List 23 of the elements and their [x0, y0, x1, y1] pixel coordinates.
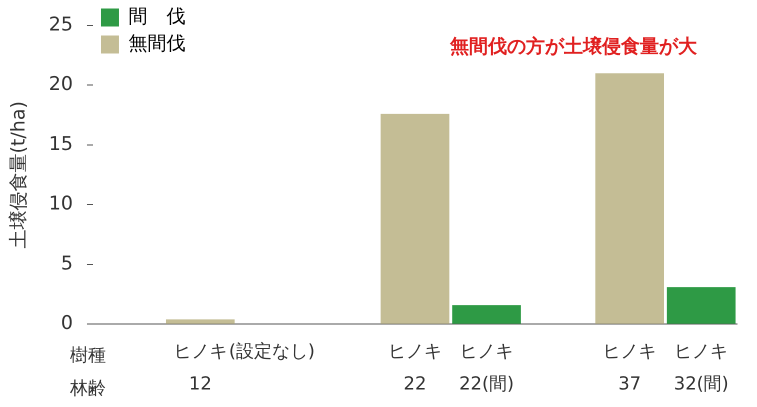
bar — [666, 287, 736, 324]
text: 林齢 — [69, 378, 106, 399]
text: 樹種 — [70, 344, 106, 366]
x-tick-label: (設定なし) — [228, 341, 315, 362]
y-axis-title: 土壌侵食量(t/ha) — [7, 101, 30, 248]
legend-label: 間 伐 — [128, 5, 186, 28]
legend-label: 無間伐 — [128, 32, 186, 54]
x-tick-label: ヒノキ 22 — [388, 341, 442, 394]
bar — [452, 305, 521, 324]
bar — [380, 114, 450, 324]
y-tick-label: 15 — [48, 132, 73, 155]
y-tick-label: 10 — [48, 192, 73, 215]
annotation: 無間伐の方が土壌侵食量が大 — [449, 35, 698, 58]
bar — [595, 73, 664, 324]
y-tick-label: 25 — [48, 13, 73, 36]
x-tick-label: ヒノキ 22(間) — [459, 341, 514, 394]
bar — [166, 319, 235, 324]
x-tick-label: ヒノキ 12 — [173, 341, 228, 394]
y-tick-label: 20 — [48, 73, 73, 96]
x-tick-label: ヒノキ 37 — [602, 341, 657, 394]
x-tick-label: ヒノキ 32(間) — [674, 341, 729, 394]
y-tick-label: 5 — [60, 252, 73, 274]
y-tick-label: 0 — [60, 312, 73, 334]
